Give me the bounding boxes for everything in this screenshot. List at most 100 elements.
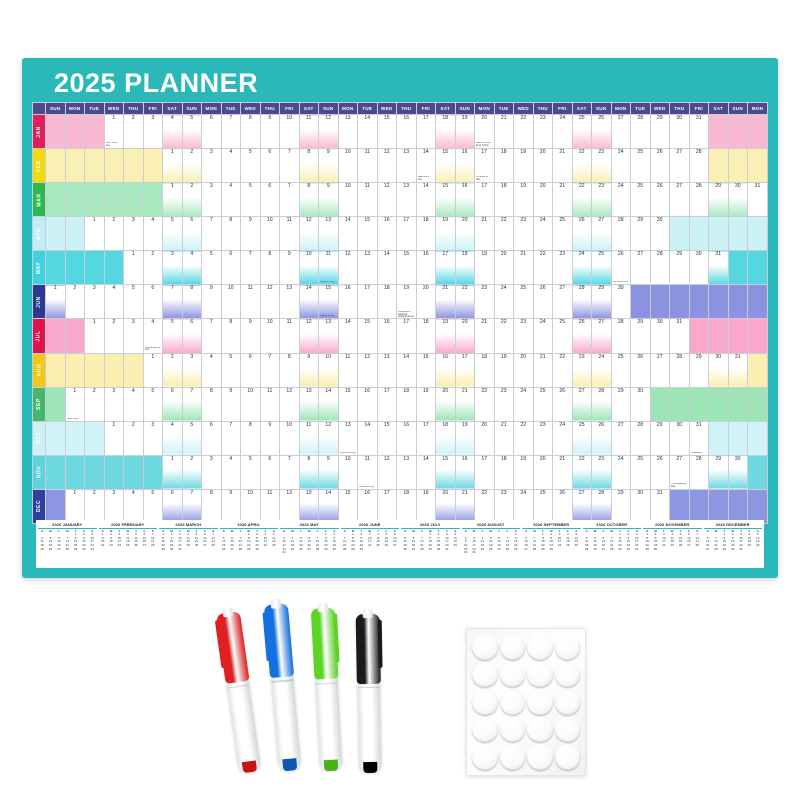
day-cell-nov-2[interactable]: 2 xyxy=(181,454,202,490)
day-cell-may-12[interactable]: 12 xyxy=(337,250,358,286)
day-cell-may-18[interactable]: 18 xyxy=(454,250,475,286)
adhesive-dot[interactable] xyxy=(472,661,498,688)
day-cell-feb-1[interactable]: 1 xyxy=(162,148,183,184)
day-cell-jan-13[interactable]: 13 xyxy=(337,113,358,150)
day-cell-jul-29[interactable]: 29 xyxy=(630,318,651,354)
adhesive-dot[interactable] xyxy=(554,661,580,688)
day-cell-jan-19[interactable]: 19 xyxy=(454,113,475,150)
day-cell-oct-8[interactable]: 8 xyxy=(240,420,261,456)
adhesive-dot[interactable] xyxy=(527,716,553,743)
day-cell-sep-18[interactable]: 18 xyxy=(396,386,417,422)
day-cell-sep-21[interactable]: 21 xyxy=(454,386,475,422)
day-cell-jul-25[interactable]: 25 xyxy=(552,318,573,354)
day-cell-jan-10[interactable]: 10 xyxy=(279,113,300,150)
day-cell-jan-27[interactable]: 27 xyxy=(610,113,631,150)
day-cell-may-22[interactable]: 22 xyxy=(532,250,553,286)
day-cell-oct-18[interactable]: 18 xyxy=(435,420,456,456)
day-cell-dec-4[interactable]: 4 xyxy=(123,488,144,525)
day-cell-jan-21[interactable]: 21 xyxy=(493,113,514,150)
day-cell-dec-10[interactable]: 10 xyxy=(240,488,261,525)
day-cell-mar-14[interactable]: 14 xyxy=(415,182,436,218)
day-cell-may-9[interactable]: 9 xyxy=(279,250,300,286)
day-cell-jan-7[interactable]: 7 xyxy=(220,113,241,150)
day-cell-feb-22[interactable]: 22 xyxy=(571,148,592,184)
day-cell-dec-9[interactable]: 9 xyxy=(220,488,241,525)
day-cell-aug-13[interactable]: 13 xyxy=(376,352,397,388)
day-cell-nov-9[interactable]: 9 xyxy=(318,454,339,490)
day-cell-apr-23[interactable]: 23 xyxy=(513,216,534,252)
day-cell-feb-10[interactable]: 10 xyxy=(337,148,358,184)
day-cell-aug-29[interactable]: 29 xyxy=(688,352,709,388)
day-cell-apr-1[interactable]: 1 xyxy=(84,216,105,252)
day-cell-mar-21[interactable]: 21 xyxy=(552,182,573,218)
day-cell-may-16[interactable]: 16 xyxy=(415,250,436,286)
day-cell-jul-17[interactable]: 17 xyxy=(396,318,417,354)
day-cell-nov-6[interactable]: 6 xyxy=(259,454,280,490)
day-cell-jul-12[interactable]: 12 xyxy=(298,318,319,354)
day-cell-mar-9[interactable]: 9 xyxy=(318,182,339,218)
day-cell-jun-17[interactable]: 17 xyxy=(357,284,378,320)
day-cell-sep-22[interactable]: 22 xyxy=(474,386,495,422)
day-cell-dec-29[interactable]: 29 xyxy=(610,488,631,525)
day-cell-apr-15[interactable]: 15 xyxy=(357,216,378,252)
day-cell-jan-5[interactable]: 5 xyxy=(181,113,202,150)
adhesive-dot[interactable] xyxy=(499,716,525,743)
day-cell-jul-7[interactable]: 7 xyxy=(201,318,222,354)
day-cell-jul-3[interactable]: 3 xyxy=(123,318,144,354)
day-cell-mar-7[interactable]: 7 xyxy=(279,182,300,218)
day-cell-jun-14[interactable]: 14 xyxy=(298,284,319,320)
day-cell-may-5[interactable]: 5 xyxy=(201,250,222,286)
day-cell-jun-12[interactable]: 12 xyxy=(259,284,280,320)
day-cell-oct-3[interactable]: 3 xyxy=(142,420,163,456)
day-cell-jul-18[interactable]: 18 xyxy=(415,318,436,354)
day-cell-oct-11[interactable]: 11 xyxy=(298,420,319,456)
day-cell-nov-28[interactable]: 28 xyxy=(688,454,709,490)
day-cell-mar-13[interactable]: 13 xyxy=(396,182,417,218)
day-cell-jul-23[interactable]: 23 xyxy=(513,318,534,354)
day-cell-may-11[interactable]: 11 Mother's Day xyxy=(318,250,339,286)
day-cell-may-6[interactable]: 6 xyxy=(220,250,241,286)
day-cell-aug-26[interactable]: 26 xyxy=(630,352,651,388)
day-cell-nov-19[interactable]: 19 xyxy=(513,454,534,490)
day-cell-jul-27[interactable]: 27 xyxy=(591,318,612,354)
day-cell-apr-6[interactable]: 6 xyxy=(181,216,202,252)
day-cell-aug-4[interactable]: 4 xyxy=(201,352,222,388)
day-cell-jul-26[interactable]: 26 xyxy=(571,318,592,354)
day-cell-nov-27[interactable]: 27 Thanksgiving Day xyxy=(669,454,690,490)
day-cell-aug-23[interactable]: 23 xyxy=(571,352,592,388)
day-cell-jun-23[interactable]: 23 xyxy=(474,284,495,320)
day-cell-oct-31[interactable]: 31 Halloween xyxy=(688,420,709,456)
day-cell-sep-4[interactable]: 4 xyxy=(123,386,144,422)
day-cell-sep-2[interactable]: 2 xyxy=(84,386,105,422)
day-cell-apr-22[interactable]: 22 xyxy=(493,216,514,252)
day-cell-nov-13[interactable]: 13 xyxy=(396,454,417,490)
day-cell-dec-25[interactable]: 25Christmas Day xyxy=(532,488,553,525)
day-cell-jan-1[interactable]: 1 New Year's Day xyxy=(103,113,124,150)
adhesive-dot[interactable] xyxy=(499,661,525,688)
day-cell-may-10[interactable]: 10 xyxy=(298,250,319,286)
day-cell-jul-1[interactable]: 1 xyxy=(84,318,105,354)
day-cell-nov-24[interactable]: 24 xyxy=(610,454,631,490)
day-cell-feb-14[interactable]: 14 Valentine's Day xyxy=(415,148,436,184)
day-cell-feb-18[interactable]: 18 xyxy=(493,148,514,184)
day-cell-jul-19[interactable]: 19 xyxy=(435,318,456,354)
day-cell-dec-23[interactable]: 23 xyxy=(493,488,514,525)
day-cell-jun-1[interactable]: 1 xyxy=(45,284,66,320)
day-cell-oct-24[interactable]: 24 xyxy=(552,420,573,456)
day-cell-sep-24[interactable]: 24 xyxy=(513,386,534,422)
day-cell-mar-10[interactable]: 10 xyxy=(337,182,358,218)
day-cell-may-21[interactable]: 21 xyxy=(513,250,534,286)
day-cell-aug-17[interactable]: 17 xyxy=(454,352,475,388)
day-cell-mar-3[interactable]: 3 xyxy=(201,182,222,218)
day-cell-aug-20[interactable]: 20 xyxy=(513,352,534,388)
day-cell-may-23[interactable]: 23 xyxy=(552,250,573,286)
day-cell-feb-15[interactable]: 15 xyxy=(435,148,456,184)
day-cell-mar-5[interactable]: 5 xyxy=(240,182,261,218)
day-cell-mar-29[interactable]: 29 xyxy=(708,182,729,218)
day-cell-may-27[interactable]: 27 xyxy=(630,250,651,286)
day-cell-jul-28[interactable]: 28 xyxy=(610,318,631,354)
day-cell-mar-18[interactable]: 18 xyxy=(493,182,514,218)
day-cell-aug-10[interactable]: 10 xyxy=(318,352,339,388)
day-cell-feb-23[interactable]: 23 xyxy=(591,148,612,184)
day-cell-apr-18[interactable]: 18 xyxy=(415,216,436,252)
